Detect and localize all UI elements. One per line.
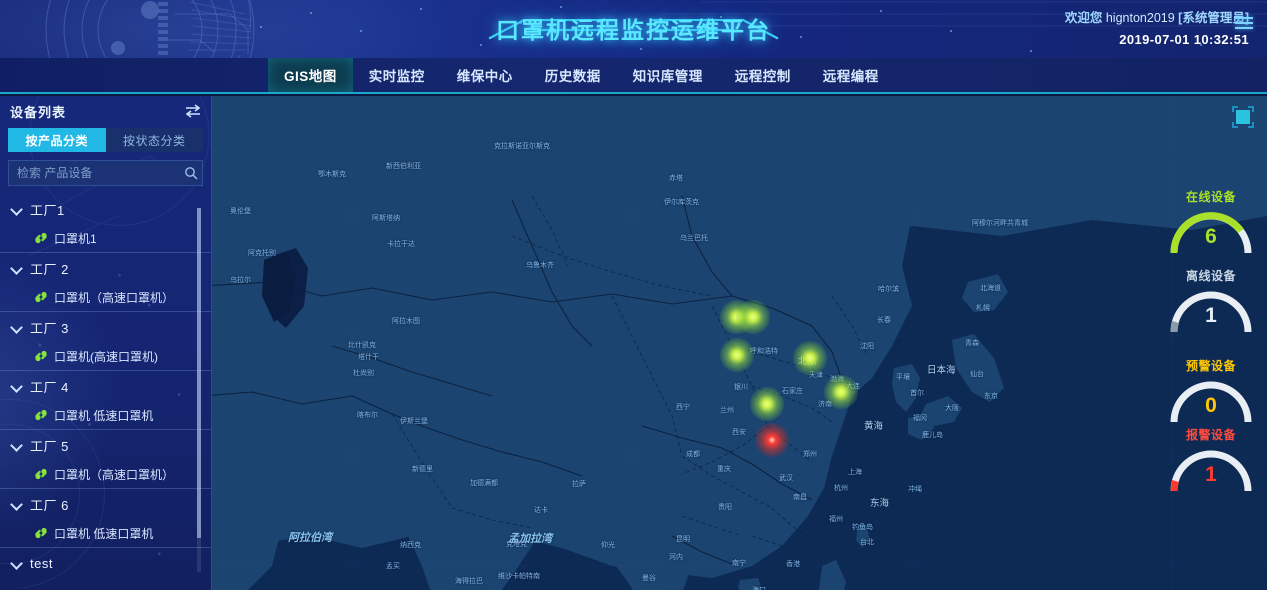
tree-leaf-device[interactable]: 口罩机1: [0, 224, 211, 253]
tree-group: 工厂 4 口罩机 低速口罩机: [0, 371, 211, 430]
tree-node-label: 工厂1: [30, 202, 65, 218]
marker-glow: [720, 338, 754, 372]
chevron-down-icon[interactable]: [10, 202, 24, 216]
tree-leaf-label: 口罩机（高速口罩机）: [54, 290, 175, 305]
tree-leaf-device[interactable]: 口罩机（高速口罩机）: [0, 283, 211, 312]
tab-remote-programming[interactable]: 远程编程: [822, 69, 879, 84]
marker-glow: [736, 300, 770, 334]
tree-node-test[interactable]: test: [0, 548, 211, 578]
sidebar-tab-by-product[interactable]: 按产品分类: [8, 128, 106, 152]
fullscreen-expand-icon[interactable]: [1230, 104, 1256, 130]
device-search: [8, 160, 203, 186]
tree-group: test: [0, 548, 211, 578]
tree-group: 工厂 6 口罩机 低速口罩机: [0, 489, 211, 548]
tab-gis-map[interactable]: GIS地图: [268, 58, 353, 92]
tree-group: 工厂1 口罩机1: [0, 194, 211, 253]
tree-group: 工厂 5 口罩机（高速口罩机）: [0, 430, 211, 489]
swap-arrows-icon[interactable]: [185, 104, 201, 118]
tree-leaf-device[interactable]: 口罩机 低速口罩机: [0, 519, 211, 548]
link-icon: [35, 409, 47, 421]
tree-node-factory-3[interactable]: 工厂 3: [0, 312, 211, 342]
tree-node-factory-4[interactable]: 工厂 4: [0, 371, 211, 401]
sidebar-header: 设备列表: [0, 96, 211, 126]
tab-remote-control[interactable]: 远程控制: [734, 69, 791, 84]
device-sidebar: 设备列表 按产品分类 按状态分类: [0, 96, 212, 590]
tree-node-label: 工厂 2: [30, 261, 69, 277]
sidebar-tabs: 按产品分类 按状态分类: [8, 128, 203, 152]
sidebar-scrollbar[interactable]: [197, 208, 201, 572]
tree-leaf-device[interactable]: 口罩机 低速口罩机: [0, 401, 211, 430]
tree-node-label: 工厂 5: [30, 438, 69, 454]
page-title: 口罩机远程监控运维平台: [496, 17, 771, 43]
user-role: [系统管理员]: [1178, 11, 1249, 25]
device-tree: 工厂1 口罩机1 工厂 2: [0, 194, 211, 590]
main-nav: GIS地图 实时监控 维保中心 历史数据 知识库管理 远程控制 远程编程: [0, 58, 1267, 94]
gis-map[interactable]: 北京 天津 石家庄 济南 西安 郑州 武汉 上海 杭州 南昌 重庆 贵阳 福州 …: [212, 96, 1267, 590]
tree-leaf-label: 口罩机（高速口罩机）: [54, 467, 175, 482]
header-decoration: [45, 0, 1267, 58]
marker-glow: [824, 375, 858, 409]
sidebar-tab-by-status[interactable]: 按状态分类: [122, 133, 186, 148]
hamburger-menu-icon[interactable]: [1235, 17, 1253, 31]
app-header: 口罩机远程监控运维平台 欢迎您 hignton2019 [系统管理员] 2019…: [0, 0, 1267, 58]
tree-node-label: 工厂 6: [30, 497, 69, 513]
header-starfield: [0, 0, 1267, 58]
tree-group: 工厂 2 口罩机（高速口罩机）: [0, 253, 211, 312]
tree-group: 工厂 3 口罩机(高速口罩机): [0, 312, 211, 371]
marker-glow: [755, 423, 789, 457]
clock-datetime: 2019-07-01 10:32:51: [1119, 31, 1249, 47]
welcome-line: 欢迎您 hignton2019 [系统管理员]: [1065, 9, 1249, 28]
title-wing-right-icon: [649, 19, 779, 40]
tab-realtime-monitor[interactable]: 实时监控: [368, 69, 425, 84]
chevron-down-icon[interactable]: [10, 261, 24, 275]
search-input[interactable]: [9, 166, 180, 180]
link-icon: [35, 527, 47, 539]
title-wing-left-icon: [488, 19, 618, 40]
tree-node-label: 工厂 4: [30, 379, 69, 395]
tree-node-factory-1[interactable]: 工厂1: [0, 194, 211, 224]
link-icon: [35, 350, 47, 362]
tree-leaf-label: 口罩机 低速口罩机: [54, 408, 154, 423]
search-icon[interactable]: [180, 166, 202, 180]
chevron-down-icon[interactable]: [10, 556, 24, 570]
tab-knowledge-base[interactable]: 知识库管理: [632, 69, 703, 84]
tab-history-data[interactable]: 历史数据: [544, 69, 601, 84]
tree-node-factory-2[interactable]: 工厂 2: [0, 253, 211, 283]
tree-leaf-label: 口罩机 低速口罩机: [54, 526, 154, 541]
body-area: 设备列表 按产品分类 按状态分类: [0, 96, 1267, 590]
link-icon: [35, 232, 47, 244]
sidebar-title: 设备列表: [10, 104, 67, 120]
marker-glow: [750, 387, 784, 421]
tree-leaf-label: 口罩机1: [54, 231, 97, 246]
tree-leaf-device[interactable]: 口罩机（高速口罩机）: [0, 460, 211, 489]
username: hignton2019: [1105, 11, 1175, 25]
link-icon: [35, 468, 47, 480]
tree-leaf-label: 口罩机(高速口罩机): [54, 349, 158, 364]
tree-node-factory-5[interactable]: 工厂 5: [0, 430, 211, 460]
user-info-box: 欢迎您 hignton2019 [系统管理员] 2019-07-01 10:32…: [1065, 9, 1249, 49]
tab-maintenance-center[interactable]: 维保中心: [456, 69, 513, 84]
tree-node-factory-6[interactable]: 工厂 6: [0, 489, 211, 519]
scrollbar-thumb[interactable]: [197, 208, 201, 538]
chevron-down-icon[interactable]: [10, 497, 24, 511]
tree-node-label: test: [30, 555, 53, 571]
marker-glow: [793, 341, 827, 375]
tree-leaf-device[interactable]: 口罩机(高速口罩机): [0, 342, 211, 371]
link-icon: [35, 291, 47, 303]
chevron-down-icon[interactable]: [10, 438, 24, 452]
tree-node-label: 工厂 3: [30, 320, 69, 336]
welcome-prefix: 欢迎您: [1064, 11, 1103, 25]
chevron-down-icon[interactable]: [10, 320, 24, 334]
chevron-down-icon[interactable]: [10, 379, 24, 393]
